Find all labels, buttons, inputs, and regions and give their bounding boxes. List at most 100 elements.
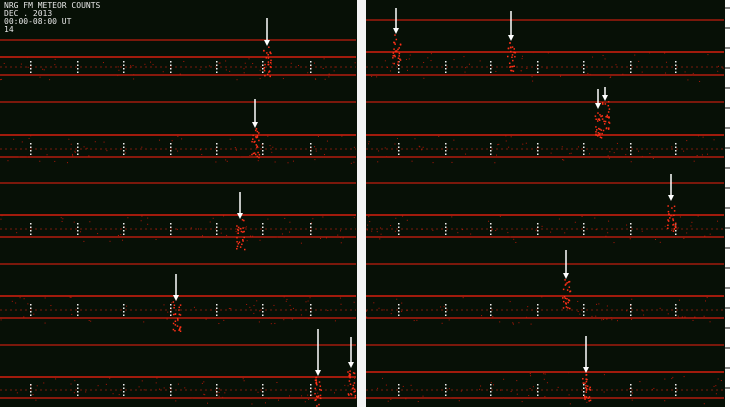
meteor: [269, 61, 272, 64]
time-mark: [170, 143, 172, 145]
noise: [458, 400, 460, 402]
time-mark: [310, 304, 312, 306]
noise: [16, 392, 18, 394]
meteor: [172, 328, 175, 331]
meteor: [267, 63, 269, 66]
noise: [423, 77, 425, 79]
noise: [125, 152, 127, 154]
time-mark: [30, 304, 32, 306]
time-mark: [170, 223, 172, 225]
meteor: [242, 240, 244, 242]
noise: [103, 141, 105, 143]
noise: [402, 215, 404, 217]
noise: [479, 388, 481, 390]
noise: [218, 395, 220, 397]
noise: [550, 231, 552, 233]
noise: [70, 383, 72, 385]
noise: [625, 154, 627, 156]
noise: [163, 387, 165, 389]
noise: [659, 307, 661, 309]
noise: [305, 301, 307, 303]
noise: [50, 305, 52, 307]
time-mark: [262, 394, 264, 396]
noise: [678, 299, 680, 301]
noise: [394, 143, 396, 145]
noise: [141, 215, 143, 217]
arrow-head: [595, 103, 601, 109]
noise: [569, 153, 571, 155]
noise: [334, 66, 336, 68]
noise: [631, 392, 633, 394]
noise: [616, 142, 618, 144]
time-mark: [445, 223, 447, 225]
noise: [228, 307, 230, 309]
time-mark: [675, 146, 677, 148]
time-mark: [490, 68, 492, 70]
noise: [629, 238, 631, 240]
time-mark: [445, 311, 447, 313]
meteor: [605, 127, 608, 129]
noise: [377, 161, 379, 163]
noise: [291, 318, 293, 320]
noise: [606, 318, 608, 320]
noise: [199, 149, 201, 151]
noise: [598, 303, 600, 305]
meteor: [315, 376, 317, 379]
meteor: [270, 52, 272, 55]
time-mark: [123, 311, 125, 313]
noise: [570, 152, 572, 154]
noise: [569, 403, 571, 405]
time-mark: [490, 384, 492, 386]
noise: [268, 398, 270, 400]
meteor: [393, 62, 395, 65]
time-mark: [630, 223, 632, 225]
meteor: [319, 385, 322, 387]
meteor: [511, 46, 514, 48]
arrow-head: [583, 367, 589, 373]
meteor: [672, 218, 674, 220]
noise: [322, 216, 324, 218]
time-mark: [262, 314, 264, 316]
noise: [167, 311, 169, 313]
noise: [253, 312, 255, 314]
noise: [85, 391, 87, 393]
time-mark: [30, 64, 32, 66]
meteor: [600, 137, 603, 139]
noise: [215, 161, 217, 163]
meteor: [392, 57, 394, 59]
noise: [577, 146, 579, 148]
noise: [43, 382, 45, 384]
noise: [261, 144, 263, 146]
noise: [61, 220, 63, 222]
noise: [448, 319, 450, 321]
noise: [277, 399, 279, 401]
time-mark: [398, 394, 400, 396]
meteor: [244, 248, 246, 251]
meteor: [353, 382, 356, 384]
meteor: [270, 59, 272, 62]
day: 14: [4, 25, 14, 34]
time-mark: [445, 68, 447, 70]
noise: [440, 306, 442, 308]
noise: [33, 313, 35, 315]
noise: [133, 73, 135, 75]
arrow-head: [237, 213, 243, 219]
meteor: [315, 381, 318, 383]
meteor: [314, 399, 316, 402]
noise: [117, 235, 119, 237]
meteor: [256, 130, 259, 133]
noise: [463, 56, 465, 58]
time-mark: [123, 143, 125, 145]
noise: [27, 303, 29, 305]
meteor: [347, 393, 350, 395]
noise: [276, 236, 278, 238]
noise: [546, 67, 548, 69]
time-mark: [262, 153, 264, 155]
meteor: [398, 47, 400, 49]
time-mark: [77, 64, 79, 66]
noise: [703, 315, 705, 317]
time-mark: [537, 223, 539, 225]
time-mark: [445, 146, 447, 148]
time-mark: [445, 150, 447, 152]
time-mark: [490, 143, 492, 145]
